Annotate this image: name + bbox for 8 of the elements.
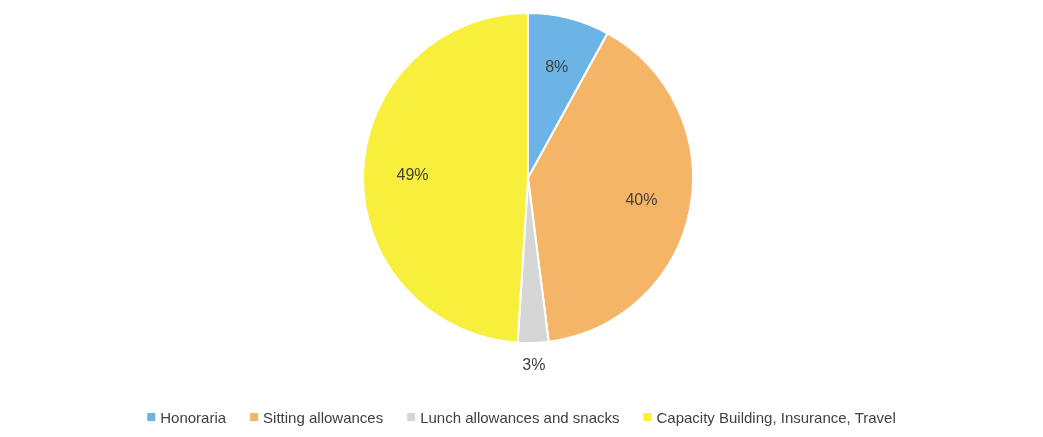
legend-label: Capacity Building, Insurance, Travel (656, 408, 896, 426)
data-label: 49% (396, 165, 429, 183)
legend-label: Sitting allowances (263, 408, 384, 426)
data-label: 40% (625, 191, 658, 209)
data-label: 8% (545, 57, 569, 75)
legend-label: Honoraria (160, 408, 227, 426)
legend-label: Lunch allowances and snacks (420, 408, 620, 426)
data-label: 3% (522, 356, 546, 374)
